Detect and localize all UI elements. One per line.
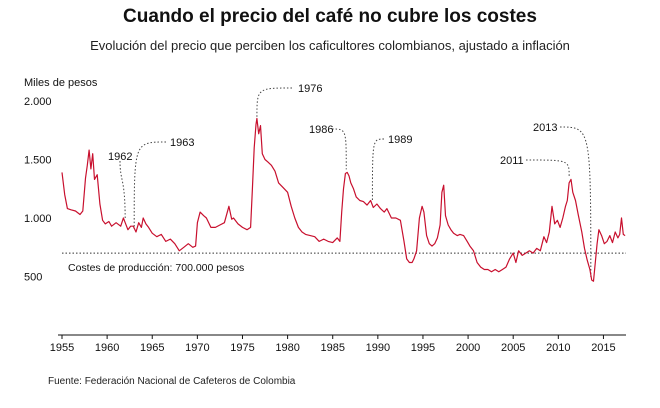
- annotation-leader: [371, 138, 385, 203]
- reference-line-label: Costes de producción: 700.000 pesos: [68, 262, 244, 274]
- x-tick-label: 2000: [456, 342, 480, 354]
- x-tick-label: 1960: [95, 342, 119, 354]
- y-tick-label: 1.500: [24, 155, 52, 167]
- annotation-leader: [525, 159, 570, 177]
- x-tick-label: 1965: [140, 342, 164, 354]
- y-tick-label: 1.000: [24, 213, 52, 225]
- series-group: [61, 117, 626, 282]
- annotation-label: 1962: [108, 151, 132, 163]
- source-note: Fuente: Federación Nacional de Cafeteros…: [48, 376, 296, 387]
- y-tick-label: 2.000: [24, 96, 52, 108]
- y-axis-label: Miles de pesos: [24, 77, 98, 89]
- x-tick-label: 1995: [411, 342, 435, 354]
- reference-line-group: Costes de producción: 700.000 pesos: [62, 252, 626, 274]
- x-axis: 1955 1960 1965 1970 1975 1980 1985 1990 1995 2000…: [50, 334, 626, 354]
- x-tick-label: 1955: [50, 342, 74, 354]
- chart-subtitle: Evolución del precio que perciben los ca…: [90, 38, 570, 53]
- chart-title: Cuando el precio del café no cubre los c…: [123, 6, 537, 27]
- annotation-label: 1989: [388, 134, 412, 146]
- annotation-labels: 1962 1963 1976 1986 1989 2011 2013: [108, 83, 557, 167]
- x-tick-label: 1970: [185, 342, 209, 354]
- annotation-leader: [331, 128, 347, 170]
- annotation-label: 1963: [170, 137, 194, 149]
- x-tick-label: 1990: [366, 342, 390, 354]
- x-tick-label: 1980: [275, 342, 299, 354]
- annotation-label: 2013: [533, 122, 557, 134]
- annotation-label: 1976: [298, 83, 322, 95]
- x-tick-label: 1975: [230, 342, 254, 354]
- x-tick-label: 1985: [320, 342, 344, 354]
- annotation-label: 2011: [500, 155, 524, 167]
- x-tick-label: 2010: [546, 342, 570, 354]
- y-tick-label: 500: [24, 272, 42, 284]
- series-line-0: [61, 117, 626, 282]
- annotation-leaders: [119, 87, 592, 278]
- x-tick-label: 2015: [591, 342, 615, 354]
- y-tick-labels: 500 1.000 1.500 2.000: [24, 96, 52, 284]
- annotation-label: 1986: [309, 124, 333, 136]
- annotation-leader: [119, 160, 126, 220]
- x-tick-label: 2005: [501, 342, 525, 354]
- annotation-leader: [133, 141, 167, 230]
- annotation-leader: [256, 87, 293, 118]
